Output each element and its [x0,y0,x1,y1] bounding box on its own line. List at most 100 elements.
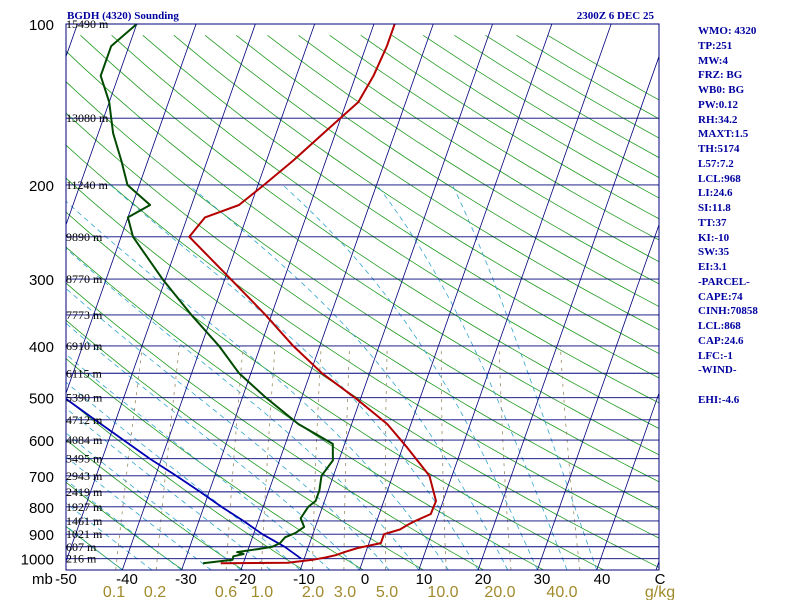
index-item: EHI:-4.6 [698,393,740,406]
height-labels: 15490 m 13080 m 11240 m 9890 m 8770 m 7773 m 6… [66,17,109,566]
dry-adiabat [66,81,659,483]
moist-adiabat [66,200,449,570]
index-item: CINH:70858 [698,305,758,318]
height-label: 1461 m [66,514,103,528]
index-item: SW:35 [698,246,730,259]
height-label: 216 m [66,552,97,566]
dry-adiabat [66,397,304,570]
stability-indices-panel: WMO: 4320 TP:251 MW:4 FRZ: BG WB0: BG PW:0.12… [698,24,758,408]
mixing-ratio-line [115,345,143,570]
dry-adiabat [66,112,659,510]
height-label: 4084 m [66,433,103,447]
index-item: CAPE:74 [698,290,743,303]
index-item: LCL:868 [698,320,741,332]
moist-adiabat [66,432,242,570]
index-item: RH:34.2 [698,113,738,126]
pressure-tick-label: 1000 [21,552,54,569]
index-item: -PARCEL- [698,275,750,288]
moist-adiabat [66,407,271,570]
temperature-tick-label: 30 [534,571,551,588]
isotherm [121,24,316,570]
dry-adiabat [66,282,484,570]
height-label: 2943 m [66,469,103,483]
temperature-tick-label: 10 [416,571,433,588]
moist-adiabat [66,381,301,570]
temperature-tick-label: 0 [361,571,369,588]
moist-adiabat [110,184,479,570]
index-item: TP:251 [698,39,733,52]
index-item: SI:11.8 [698,202,731,214]
height-label: 11240 m [66,178,109,192]
mixing-ratio-line [343,345,350,570]
dry-adiabat [173,34,659,355]
pressure-tick-label: 500 [29,391,54,408]
mixing-ratio-label: 0.6 [215,584,237,600]
mixing-ratio-label: 40.0 [546,584,577,600]
index-item: TH:5174 [698,143,740,155]
dry-adiabat [66,319,424,570]
moist-adiabat [376,184,568,570]
pressure-tick-label: 800 [29,500,54,517]
dry-adiabat [66,144,659,539]
mixing-ratio-line [440,345,447,570]
pressure-unit-label: mb [32,571,53,588]
dry-adiabat [66,177,659,569]
height-label: 7773 m [66,308,103,322]
index-item: LI:24.6 [698,187,733,200]
height-label: 607 m [66,540,97,554]
mixing-ratio-label: 10.0 [427,584,458,600]
height-label: 1927 m [66,500,103,514]
mixing-ratio-line [225,345,244,570]
mixing-ratio-label: 3.0 [334,584,356,600]
dry-adiabat [66,525,124,570]
dry-adiabat [66,50,659,456]
dewpoint-trace [99,24,334,565]
height-label: 9890 m [66,230,103,244]
temperature-tick-label: -50 [55,571,77,588]
moist-adiabat [66,288,390,570]
dry-adiabat [111,35,659,404]
mixing-ratio-label: 0.1 [103,584,125,600]
temperature-tick-label: C [655,571,666,588]
index-item: -WIND- [698,364,737,377]
isotherm [181,24,375,570]
temperature-trace [188,24,437,565]
dry-adiabat [80,35,659,429]
mixing-ratio-line [498,345,512,570]
mixing-ratio-line [384,345,388,570]
height-label: 15490 m [66,17,109,31]
index-item: MW:4 [698,54,728,67]
isotherm [66,24,256,563]
dry-adiabat [66,211,604,570]
dry-adiabat [204,34,659,331]
height-label: 3495 m [66,452,103,466]
height-label: 4712 m [66,413,103,427]
mixing-ratio-line [311,345,322,570]
temperature-tick-label: 40 [594,571,611,588]
isotherm [240,24,434,570]
index-item: MAXT:1.5 [698,128,749,141]
height-label: 1021 m [66,527,103,541]
mixing-ratio-label: 2.0 [302,584,324,600]
pressure-tick-label: 600 [29,433,54,450]
height-label: 6910 m [66,339,103,353]
plot-frame [65,23,660,571]
temperature-tick-label: -20 [234,571,256,588]
index-item: PW:0.12 [698,98,739,111]
height-label: 2419 m [66,485,103,499]
height-label: 8770 m [66,272,103,286]
index-item [698,378,758,393]
dry-adiabat [66,481,184,570]
moist-adiabat [282,184,538,570]
temperature-tick-label: -30 [175,571,197,588]
mixing-ratio-line [559,345,581,570]
moist-adiabat [66,353,331,570]
moist-adiabat [66,322,360,570]
moist-adiabat [452,184,598,570]
isotherm [66,24,138,227]
pressure-tick-label: 100 [29,17,54,34]
isotherm [418,24,612,570]
